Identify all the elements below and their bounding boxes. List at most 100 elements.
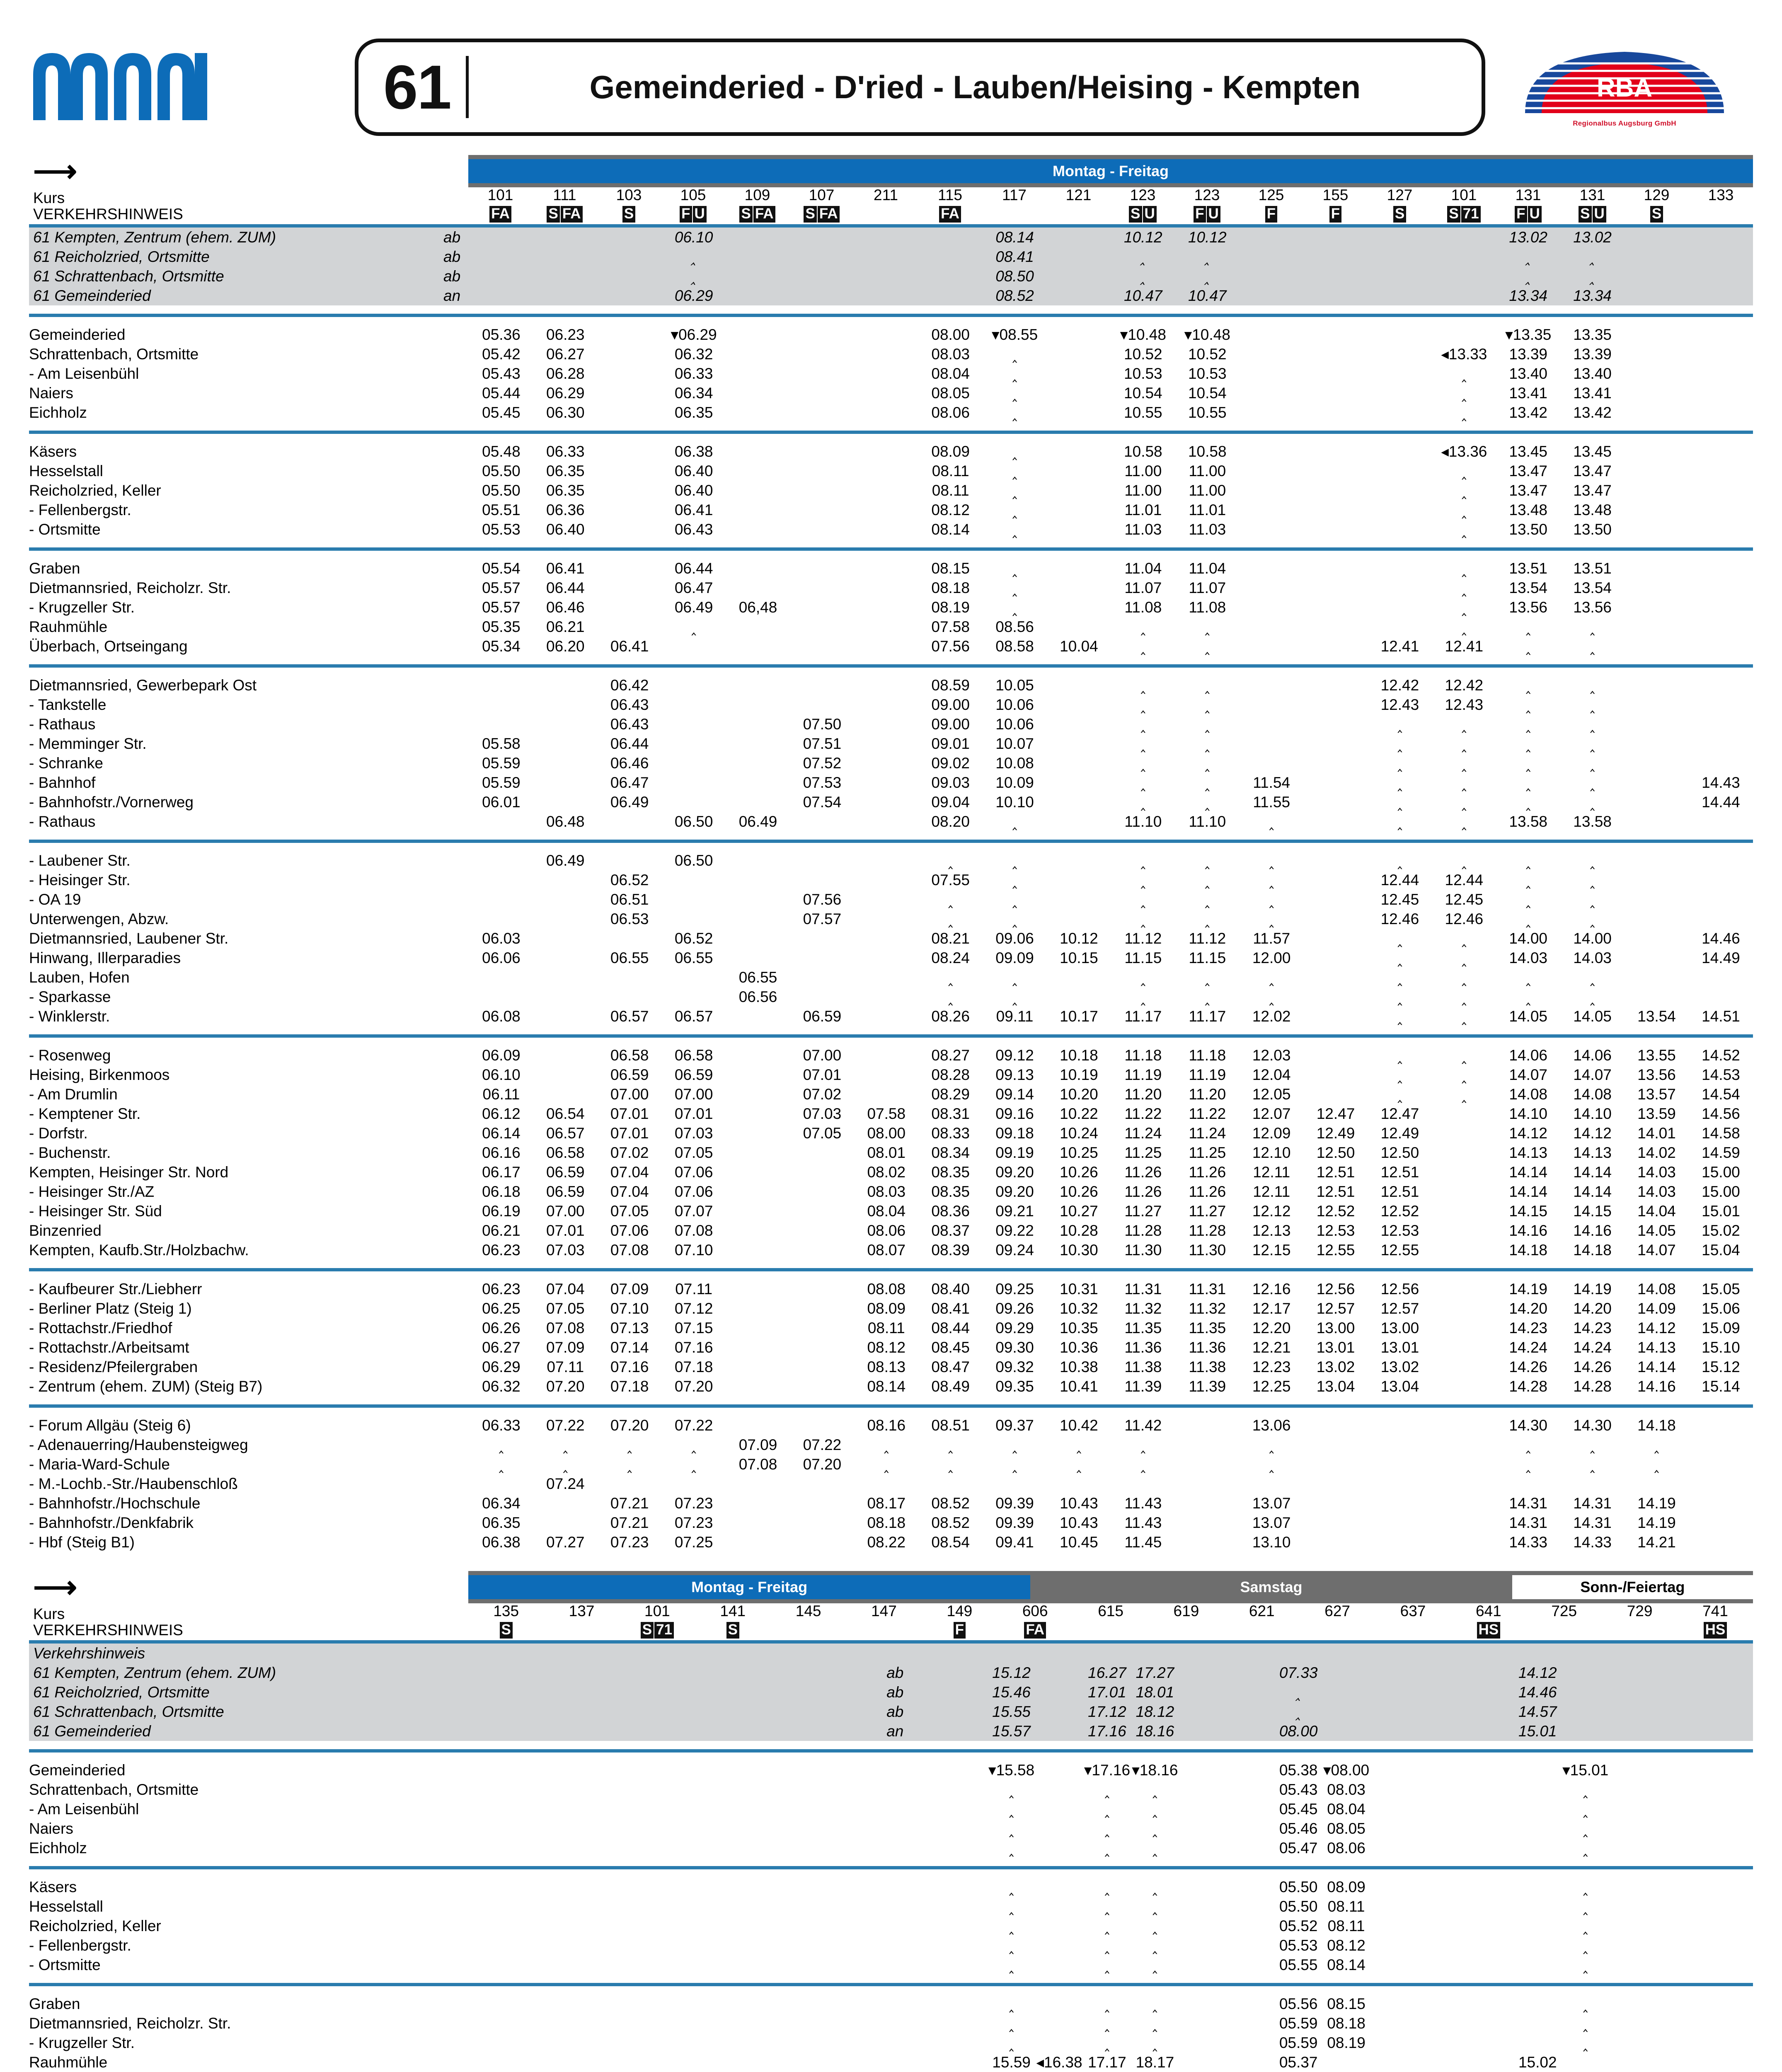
time-cell: 14.19 (1637, 1514, 1676, 1531)
arrival-departure-flag (443, 695, 469, 714)
time-cell: 07.18 (674, 1358, 713, 1375)
continuation-squiggle: ‸ (627, 1437, 632, 1453)
hint-badge-F: F (680, 206, 692, 223)
arrival-departure-flag: an (443, 286, 469, 305)
kurs-hints (1148, 1619, 1224, 1639)
table-row: - Krugzeller Str. 05.57 06.46 06.49 06,48 08.… (29, 598, 1753, 617)
stop-name: 61 Gemeinderied (29, 286, 443, 305)
time-cell: 11.38 (1124, 1358, 1162, 1375)
kurs-number: 149 (947, 1602, 973, 1619)
continuation-squiggle: ‸ (1461, 931, 1467, 947)
continuation-squiggle: ‸ (1104, 1821, 1110, 1837)
stop-name: Lauben, Hofen (29, 969, 130, 986)
time-cell: 11.00 (1124, 462, 1162, 479)
time-cell: 06.49 (674, 599, 713, 616)
time-cell: 07.11 (547, 1358, 584, 1375)
time-cell: ‸ (1560, 266, 1625, 286)
hint-badge-FA: FA (753, 206, 775, 223)
time-cell: 12.03 (1252, 1047, 1291, 1064)
time-cell (1625, 714, 1689, 734)
time-cell: 08.19 (1327, 2034, 1366, 2051)
separator-line (29, 1034, 1753, 1038)
time-cell: 08.36 (931, 1203, 970, 1220)
time-cell: 09.09 (995, 949, 1034, 966)
time-cell (1240, 617, 1304, 637)
time-cell: ‸ (1083, 2033, 1131, 2053)
kurs-hints: S (468, 1619, 544, 1639)
time-cell (790, 559, 854, 578)
continuation-squiggle: ‸ (1152, 1938, 1157, 1954)
table-row: - Bahnhof 05.59 06.47 07.53 09.03 10.09 ‸ ‸ 11.5… (29, 773, 1753, 792)
time-cell (1304, 442, 1368, 461)
time-cell (854, 734, 918, 753)
time-cell (1705, 1702, 1753, 1721)
time-cell (854, 461, 918, 481)
continuation-squiggle: ‸ (1012, 814, 1017, 830)
time-cell: 12.17 (1252, 1300, 1291, 1317)
time-cell: ‸ (1562, 1799, 1609, 1819)
time-cell: 14.07 (1573, 1066, 1612, 1083)
time-cell: 07.50 (803, 716, 842, 733)
stop-name: - Kemptener Str. (29, 1105, 141, 1122)
time-cell (790, 364, 854, 383)
time-cell (1466, 2033, 1513, 2053)
time-cell: 06.12 (482, 1105, 521, 1122)
time-cell: ‸ (1560, 773, 1625, 792)
arrival-departure-flag (886, 1780, 939, 1799)
time-cell: ‸ (1240, 812, 1304, 831)
time-cell: 15.02 (1702, 1222, 1740, 1239)
time-cell: ‸ (1131, 1994, 1179, 2014)
time-cell (1466, 1780, 1513, 1799)
table1-rule-top (29, 224, 1753, 228)
time-cell: 13.47 (1573, 482, 1612, 499)
time-cell: 06.14 (482, 1125, 521, 1142)
time-cell (854, 344, 918, 364)
time-cell (1368, 1455, 1432, 1474)
time-cell: ‸ (988, 1819, 1035, 1838)
time-cell: 12.21 (1252, 1339, 1291, 1356)
time-cell (1418, 1663, 1466, 1682)
time-cell: 07.16 (674, 1339, 713, 1356)
kurs-number: 127 (1387, 186, 1413, 203)
kurs-hints: S FA (533, 203, 597, 223)
time-cell: ▾10.48 (1184, 326, 1230, 343)
arrival-departure-flag (886, 1877, 939, 1897)
time-cell: ‸ (1432, 364, 1496, 383)
separator-line (29, 664, 1753, 668)
time-cell: ▾15.01 (1562, 1762, 1609, 1779)
time-cell (598, 968, 662, 987)
time-cell (1368, 228, 1432, 247)
time-cell (918, 266, 983, 286)
time-cell: 09.32 (995, 1358, 1034, 1375)
continuation-squiggle: ‸ (1525, 736, 1531, 752)
time-cell: 08.18 (1327, 2015, 1366, 2032)
arrival-departure-flag (443, 520, 469, 539)
table-row: - M.-Lochb.-Str./Haubenschloß 07.24 (29, 1474, 1753, 1493)
time-cell (598, 481, 662, 500)
time-cell (790, 1182, 854, 1201)
time-cell (1047, 559, 1111, 578)
time-cell (598, 812, 662, 831)
time-cell: 08.29 (931, 1086, 970, 1103)
continuation-squiggle: ‸ (884, 1437, 889, 1453)
time-cell: 12.44 (1380, 871, 1419, 888)
time-cell (854, 851, 918, 870)
continuation-squiggle: ‸ (1525, 892, 1531, 908)
time-cell: 07.23 (674, 1495, 713, 1512)
time-cell (1689, 968, 1753, 987)
arrival-departure-flag (886, 2014, 939, 2033)
time-cell: 11.54 (1253, 774, 1290, 791)
continuation-squiggle: ‸ (1461, 580, 1467, 596)
time-cell (1304, 1493, 1368, 1513)
time-cell: 12.57 (1316, 1300, 1355, 1317)
continuation-squiggle: ‸ (1152, 2016, 1157, 2032)
continuation-squiggle: ‸ (1461, 600, 1467, 616)
time-cell: 08.26 (931, 1008, 970, 1025)
separator-line (29, 430, 1753, 434)
continuation-squiggle: ‸ (499, 1437, 504, 1453)
continuation-squiggle: ‸ (1590, 269, 1595, 285)
arrival-departure-flag (443, 753, 469, 773)
stop-name: 61 Schrattenbach, Ortsmitte (29, 1702, 887, 1721)
time-cell (1240, 442, 1304, 461)
time-cell (1179, 1780, 1227, 1799)
